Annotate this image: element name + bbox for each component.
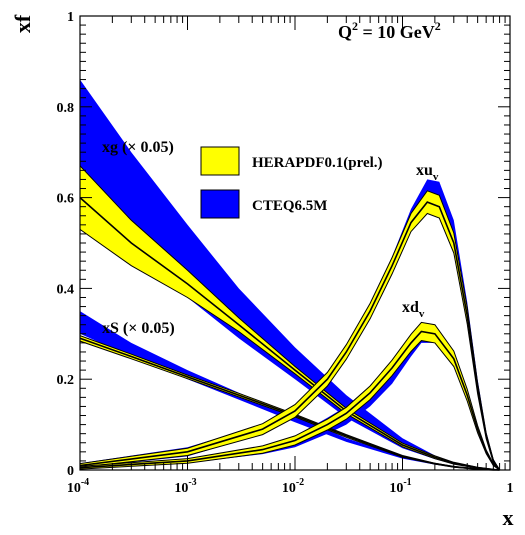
axes-layer: [79, 15, 511, 471]
hera-band-xdv: [80, 322, 500, 470]
bands-layer: [79, 79, 501, 471]
y-tick-label: 1: [67, 10, 74, 25]
chart-title: Q2 = 10 GeV2: [338, 19, 441, 42]
y-tick-label: 0.2: [57, 373, 75, 388]
labels-layer: 0 0.2 0.4 0.6 0.8 1 10-4 10-3 10-2 10-1 1: [57, 10, 514, 496]
annotation-xg: xg (× 0.05): [102, 139, 174, 156]
legend-swatch-cteq: [200, 189, 240, 219]
x-tick-label: 10-1: [389, 477, 411, 496]
x-tick-label: 10-3: [174, 477, 196, 496]
y-tick-label: 0.6: [57, 192, 75, 207]
y-axis-label: xf: [10, 14, 35, 33]
x-tick-label: 1: [507, 481, 514, 496]
hera-center-line-xs: [79, 337, 500, 471]
hera-lower-edge-xdv: [79, 340, 500, 471]
hera-center-line-xg: [79, 197, 500, 471]
hera-lower-edge-xuv: [79, 212, 500, 471]
legend-label-cteq: CTEQ6.5M: [252, 198, 327, 214]
x-tick-label: 10-2: [282, 477, 304, 496]
x-tick-label: 10-4: [67, 477, 89, 496]
legend-swatch-hera: [200, 146, 240, 176]
hera-center-line-xdv: [79, 330, 501, 471]
legend-label-hera: HERAPDF0.1(prel.): [252, 155, 383, 171]
hera-upper-edge-xdv: [79, 321, 500, 471]
legend: HERAPDF0.1(prel.) CTEQ6.5M: [200, 146, 383, 219]
y-tick-label: 0: [67, 464, 74, 479]
hera-center-line-xuv: [79, 201, 501, 471]
y-tick-label: 0.4: [57, 282, 75, 297]
y-tick-label: 0.8: [57, 101, 75, 116]
x-axis-label: x: [503, 505, 514, 530]
annotation-xuv: xuv: [416, 162, 439, 183]
annotation-xs: xS (× 0.05): [102, 320, 175, 337]
hera-upper-edge-xuv: [79, 190, 501, 471]
annotation-xdv: xdv: [402, 299, 425, 320]
